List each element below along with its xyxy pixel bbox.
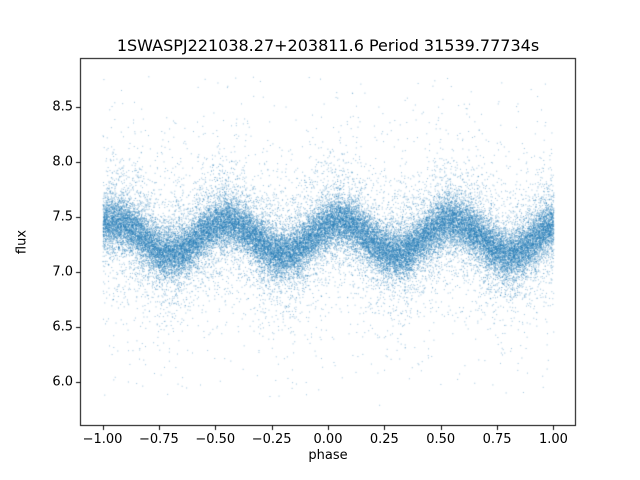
x-tick-label: 0.50 (426, 432, 456, 447)
x-tick-label: 1.00 (538, 432, 568, 447)
x-tick-label: −1.00 (82, 432, 123, 447)
x-tick-label: −0.25 (251, 432, 292, 447)
y-tick-label: 6.5 (52, 319, 73, 335)
x-tick-label: 0.25 (369, 432, 399, 447)
x-tick-label: −0.75 (138, 432, 179, 447)
x-tick-label: 0.00 (313, 432, 343, 447)
y-tick-label: 8.5 (52, 99, 73, 115)
y-tick-label: 8.0 (52, 154, 73, 170)
y-tick-label: 7.5 (52, 209, 73, 225)
y-tick-label: 6.0 (52, 374, 73, 390)
y-tick-label: 7.0 (52, 264, 73, 280)
x-tick-label: 0.75 (482, 432, 512, 447)
x-tick-label: −0.50 (195, 432, 236, 447)
